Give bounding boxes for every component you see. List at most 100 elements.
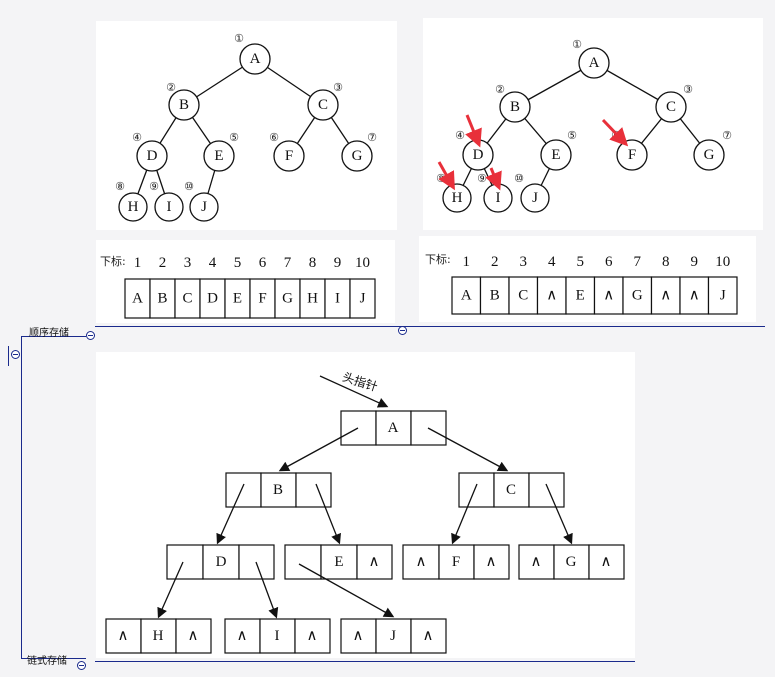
tree2-node-C: C [655,91,687,123]
linked-storage-panel: 头指针 A B C D [96,352,635,658]
svg-text:A: A [250,51,261,67]
red-arrow-I [485,167,502,191]
tree2-node-D: D [462,139,494,171]
svg-text:④: ④ [132,132,142,144]
svg-text:A: A [388,420,399,436]
tree2-node-E: E [540,139,572,171]
array_right-index-9: 9 [691,254,699,270]
svg-text:∧: ∧ [601,554,612,570]
svg-text:④: ④ [455,130,465,142]
svg-text:D: D [147,148,158,164]
tree1-node-D: D [136,140,168,172]
array_right-cell-box-3 [508,276,539,315]
tree2-node-G: G [693,139,725,171]
tree1-node-J: J [189,192,219,222]
svg-text:F: F [628,147,636,163]
sequential-ext-collapse-button[interactable] [398,326,407,335]
array_left-index-10: 10 [355,255,370,271]
root-collapse-button[interactable] [11,350,20,359]
svg-text:∧: ∧ [307,628,318,644]
array_left-index-6: 6 [259,255,267,271]
array_right-index-7: 7 [634,254,642,270]
svg-text:I: I [167,199,172,215]
svg-text:②: ② [495,84,505,96]
svg-text:⑤: ⑤ [567,130,577,142]
array-left-indices: 1 2 3 4 5 6 7 8 9 10 [134,255,370,271]
array_right-index-8: 8 [662,254,670,270]
svg-text:F: F [452,554,460,570]
mindmap-label-linked[interactable]: 链式存储 [27,656,67,667]
mindmap-branch-line-sequential [21,336,86,337]
complete-tree-diagram: A B C D E F G H I J ① ② ③ ④ ⑤ ⑥ ⑦ ⑧ ⑨ ⑩ [115,33,377,222]
array_right-cell-box-1 [451,276,482,315]
svg-text:∧: ∧ [118,628,129,644]
array_right-index-4: 4 [548,254,556,270]
svg-text:H: H [452,190,463,206]
tree2-node-I: I [483,183,513,213]
array_right-cell-7: G [632,288,643,304]
tree1-node-E: E [203,140,235,172]
svg-text:⑥: ⑥ [269,132,279,144]
annotated-tree-diagram: A B C D E F G H I J ① ② ③ ④ ⑤ ⑥ ⑦ ⑧ ⑨ ⑩ [436,39,732,213]
array_left-index-4: 4 [209,255,217,271]
array_left-cell-8: H [307,291,318,307]
array_left-index-8: 8 [309,255,317,271]
mindmap-branch-line-sequential-ext [95,326,765,327]
svg-text:⑩: ⑩ [514,173,524,185]
sequential-collapse-button[interactable] [86,331,95,340]
array_right-cell-box-6 [593,276,624,315]
array_right-cell-3: C [518,288,528,304]
array_left-cell-9: I [335,291,340,307]
array_right-cell-2: B [490,288,500,304]
array_left-cell-box-1 [124,278,151,319]
array_right-cell-box-10 [707,276,738,315]
svg-text:③: ③ [333,82,343,94]
mindmap-trunk [21,336,22,658]
red-arrow-D [465,114,482,148]
tree1-node-B: B [168,89,200,121]
array-right-panel: 下标: 1 2 3 4 5 6 7 8 9 10 A B C ∧ E ∧ G ∧ ∧ J [419,236,756,322]
svg-text:C: C [506,482,516,498]
array_left-cell-box-9 [324,278,351,319]
array_left-index-2: 2 [159,255,167,271]
array_right-cell-box-5 [565,276,596,315]
array_left-cell-6: F [258,291,266,307]
array_left-cell-box-7 [274,278,301,319]
array_right-cell-1: A [461,288,472,304]
array_left-cell-box-10 [349,278,376,319]
tree1-node-F: F [273,140,305,172]
svg-text:B: B [179,97,189,113]
linked-node-E: E ∧ [284,544,393,580]
array_right-index-6: 6 [605,254,613,270]
svg-text:⑨: ⑨ [477,173,487,185]
array_left-index-3: 3 [184,255,192,271]
array_left-cell-4: D [207,291,218,307]
array_right-index-5: 5 [577,254,585,270]
svg-text:∧: ∧ [423,628,434,644]
array_right-index-10: 10 [715,254,730,270]
svg-text:∧: ∧ [416,554,427,570]
tree2-node-J: J [520,183,550,213]
array_left-cell-1: A [132,291,143,307]
svg-text:⑦: ⑦ [367,132,377,144]
svg-text:∧: ∧ [531,554,542,570]
array-left-index-label: 下标: [100,254,126,268]
svg-text:C: C [666,99,676,115]
mindmap-label-sequential[interactable]: 顺序存储 [29,328,69,339]
red-arrow-F [601,118,629,147]
svg-text:∧: ∧ [188,628,199,644]
svg-text:⑦: ⑦ [722,130,732,142]
linked-collapse-button[interactable] [77,661,86,670]
svg-text:③: ③ [683,84,693,96]
svg-text:G: G [566,554,577,570]
array_right-cell-4: ∧ [546,288,557,304]
svg-text:∧: ∧ [369,554,380,570]
array_right-cell-box-8 [650,276,681,315]
array_left-cell-box-3 [174,278,201,319]
array_left-cell-box-6 [249,278,276,319]
svg-text:②: ② [166,82,176,94]
linked-storage-diagram: 头指针 A B C D [105,369,625,654]
array_left-index-7: 7 [284,255,292,271]
